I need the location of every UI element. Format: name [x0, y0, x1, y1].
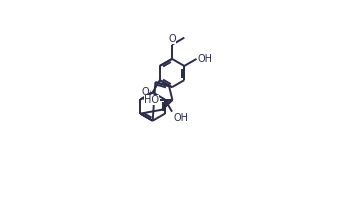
Text: O: O	[142, 87, 149, 97]
Text: +: +	[147, 90, 153, 95]
Text: OH: OH	[173, 113, 188, 123]
Text: HO: HO	[144, 95, 159, 105]
Text: OH: OH	[197, 54, 213, 64]
Text: O: O	[168, 34, 176, 44]
